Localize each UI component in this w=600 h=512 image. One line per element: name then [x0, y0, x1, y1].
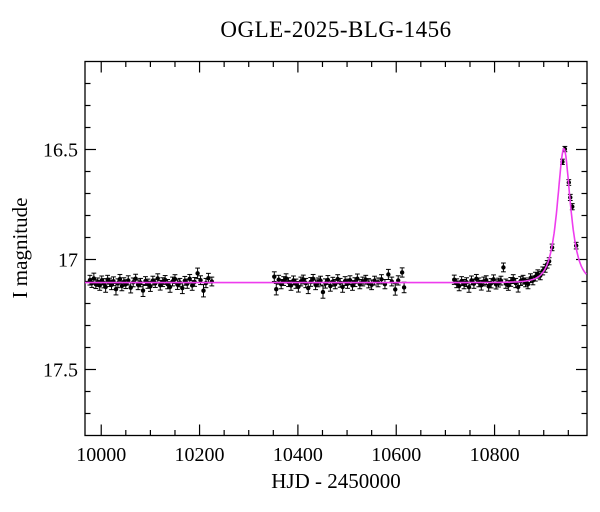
photometry-marker — [501, 265, 506, 270]
data-point — [103, 281, 109, 293]
photometry-marker — [355, 276, 360, 281]
data-point — [389, 276, 395, 287]
chart-title: OGLE-2025-BLG-1456 — [220, 17, 452, 42]
photometry-marker — [511, 276, 516, 282]
y-tick-label: 17.5 — [43, 360, 78, 382]
data-point — [140, 284, 146, 297]
y-tick-label: 16.5 — [43, 140, 78, 162]
data-point — [478, 279, 484, 291]
photometry-marker — [103, 284, 108, 290]
x-tick-label: 10600 — [371, 444, 421, 466]
photometry-marker — [491, 277, 496, 282]
data-point — [271, 271, 277, 282]
data-point — [369, 279, 375, 291]
plot-frame — [84, 60, 588, 437]
photometry-marker — [328, 283, 333, 289]
x-tick-label: 10200 — [175, 444, 225, 466]
photometry-marker — [456, 283, 462, 289]
photometry-marker — [180, 285, 185, 291]
photometry-marker — [126, 278, 131, 283]
data-point — [201, 284, 206, 298]
x-tick-label: 10400 — [273, 444, 323, 466]
photometry-marker — [466, 285, 472, 290]
data-point — [372, 275, 377, 286]
photometry-marker — [155, 276, 160, 281]
photometry-marker — [395, 278, 401, 283]
photometry-marker — [117, 276, 123, 282]
x-axis-label: HJD - 2450000 — [271, 469, 401, 493]
data-point — [357, 279, 363, 290]
photometry-marker — [335, 276, 340, 282]
photometry-marker — [320, 289, 326, 295]
data-point — [382, 279, 388, 290]
data-point — [195, 267, 200, 280]
photometry-marker — [187, 276, 192, 282]
data-point — [501, 262, 506, 273]
data-point — [125, 275, 131, 286]
photometry-marker — [347, 277, 353, 283]
y-axis-label: I magnitude — [8, 197, 32, 299]
y-tick-label: 17 — [58, 250, 78, 272]
x-tick-label: 10000 — [76, 444, 126, 466]
photometry-marker — [393, 287, 398, 292]
photometry-marker — [172, 276, 178, 282]
data-point — [385, 268, 391, 281]
photometry-marker — [128, 285, 133, 290]
photometry-marker — [288, 283, 294, 288]
data-point — [399, 267, 405, 278]
data-point — [318, 275, 323, 286]
photometry-marker — [372, 278, 377, 283]
data-point — [273, 282, 279, 296]
data-point — [320, 285, 326, 299]
photometry-marker — [318, 278, 323, 283]
photometry-marker — [201, 288, 206, 293]
data-point — [528, 273, 533, 284]
data-point — [401, 281, 407, 294]
photometry-marker — [276, 277, 281, 282]
model-curve — [85, 147, 588, 284]
photometry-marker — [274, 287, 279, 292]
photometry-marker — [379, 277, 384, 282]
data-point — [395, 275, 401, 286]
photometry-marker — [386, 272, 391, 277]
photometry-marker — [479, 283, 484, 288]
photometry-marker — [399, 270, 405, 275]
photometry-marker — [140, 288, 146, 293]
photometry-marker — [296, 284, 301, 289]
photometry-marker — [401, 285, 407, 290]
photometry-marker — [306, 285, 311, 291]
data-point — [392, 283, 398, 296]
photometry-marker — [198, 277, 203, 283]
photometry-marker — [272, 274, 277, 279]
photometry-marker — [283, 276, 289, 281]
photometry-marker — [369, 282, 374, 287]
photometry-marker — [195, 271, 200, 276]
photometry-marker — [162, 277, 168, 283]
x-tick-label: 10800 — [470, 444, 520, 466]
